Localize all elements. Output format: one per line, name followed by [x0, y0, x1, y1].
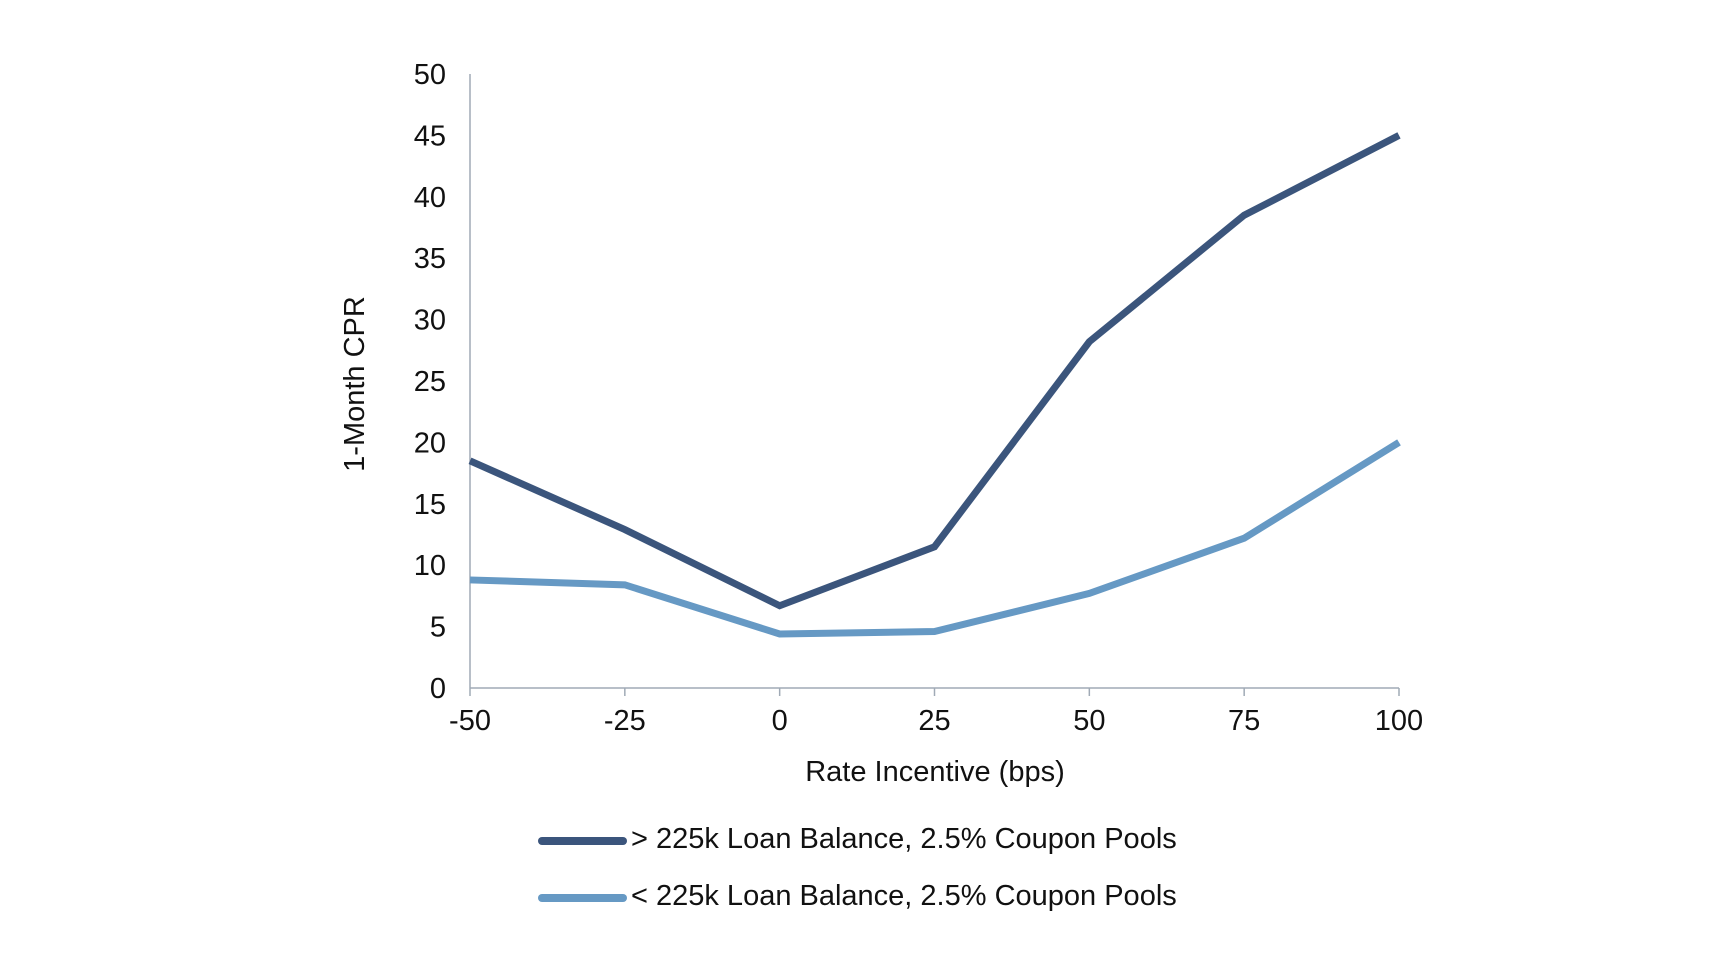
x-tick-label: 100 [1375, 705, 1423, 737]
x-tick-label: 50 [1073, 705, 1105, 737]
y-axis-label: 1-Month CPR [339, 296, 371, 472]
x-tick-label: 0 [772, 705, 788, 737]
legend-label: > 225k Loan Balance, 2.5% Coupon Pools [631, 823, 1177, 855]
y-tick-label: 0 [430, 673, 446, 705]
y-tick-label: 10 [414, 550, 446, 582]
y-tick-label: 20 [414, 427, 446, 459]
series-line-1 [469, 439, 1401, 638]
y-tick-label: 15 [414, 489, 446, 521]
legend-label: < 225k Loan Balance, 2.5% Coupon Pools [631, 880, 1177, 912]
x-axis-label: Rate Incentive (bps) [805, 756, 1065, 788]
y-tick-label: 35 [414, 243, 446, 275]
y-tick-label: 25 [414, 366, 446, 398]
legend-item: > 225k Loan Balance, 2.5% Coupon Pools [538, 823, 1177, 855]
y-tick-label: 30 [414, 305, 446, 337]
y-tick-label: 50 [414, 59, 446, 91]
x-tick-label: -25 [604, 705, 646, 737]
series-line-0 [468, 132, 1401, 610]
legend: > 225k Loan Balance, 2.5% Coupon Pools <… [538, 823, 1177, 912]
y-tick-label: 40 [414, 182, 446, 214]
y-tick-label: 45 [414, 120, 446, 152]
legend-item: < 225k Loan Balance, 2.5% Coupon Pools [538, 880, 1177, 912]
x-tick-label: 75 [1228, 705, 1260, 737]
x-tick-label: 25 [918, 705, 950, 737]
y-tick-label: 5 [430, 612, 446, 644]
x-tick-label: -50 [449, 705, 491, 737]
